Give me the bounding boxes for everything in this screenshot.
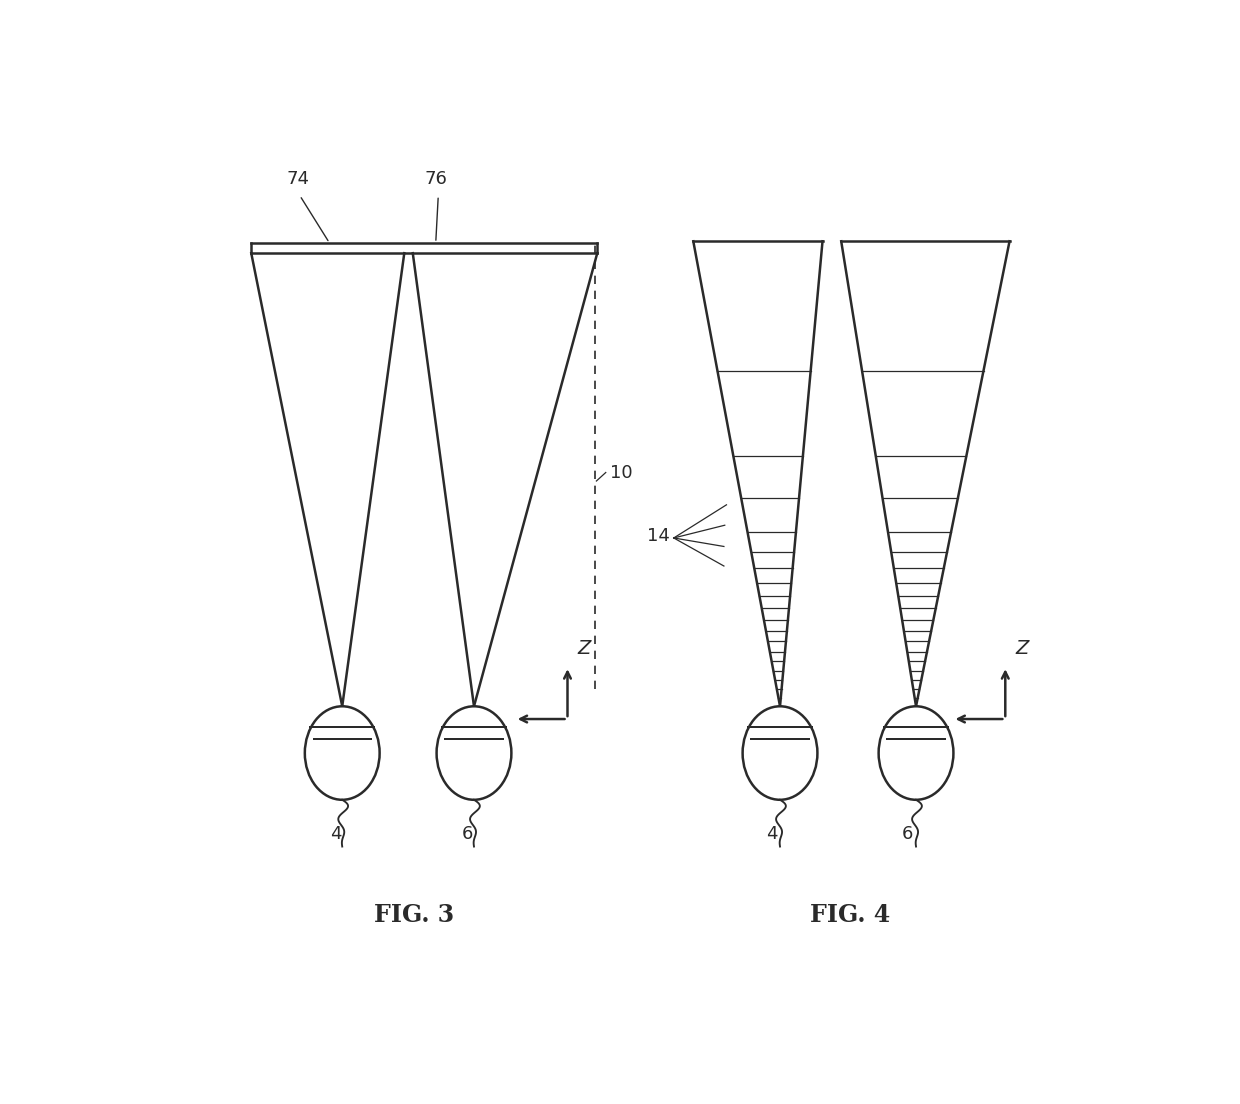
Text: X: X [926, 723, 940, 742]
Text: 76: 76 [424, 170, 448, 188]
Text: 14: 14 [646, 528, 670, 545]
Ellipse shape [879, 707, 954, 799]
Text: 4: 4 [766, 826, 777, 843]
Ellipse shape [305, 707, 379, 799]
Text: 6: 6 [901, 826, 913, 843]
Text: 4: 4 [331, 826, 342, 843]
Text: 6: 6 [461, 826, 472, 843]
Text: Z: Z [578, 639, 591, 658]
Text: Z: Z [1016, 639, 1029, 658]
Text: X: X [489, 723, 502, 742]
Ellipse shape [743, 707, 817, 799]
Ellipse shape [436, 707, 511, 799]
Text: 74: 74 [286, 170, 310, 188]
Text: 10: 10 [610, 464, 632, 481]
Text: FIG. 4: FIG. 4 [810, 903, 890, 927]
Text: FIG. 3: FIG. 3 [374, 903, 455, 927]
